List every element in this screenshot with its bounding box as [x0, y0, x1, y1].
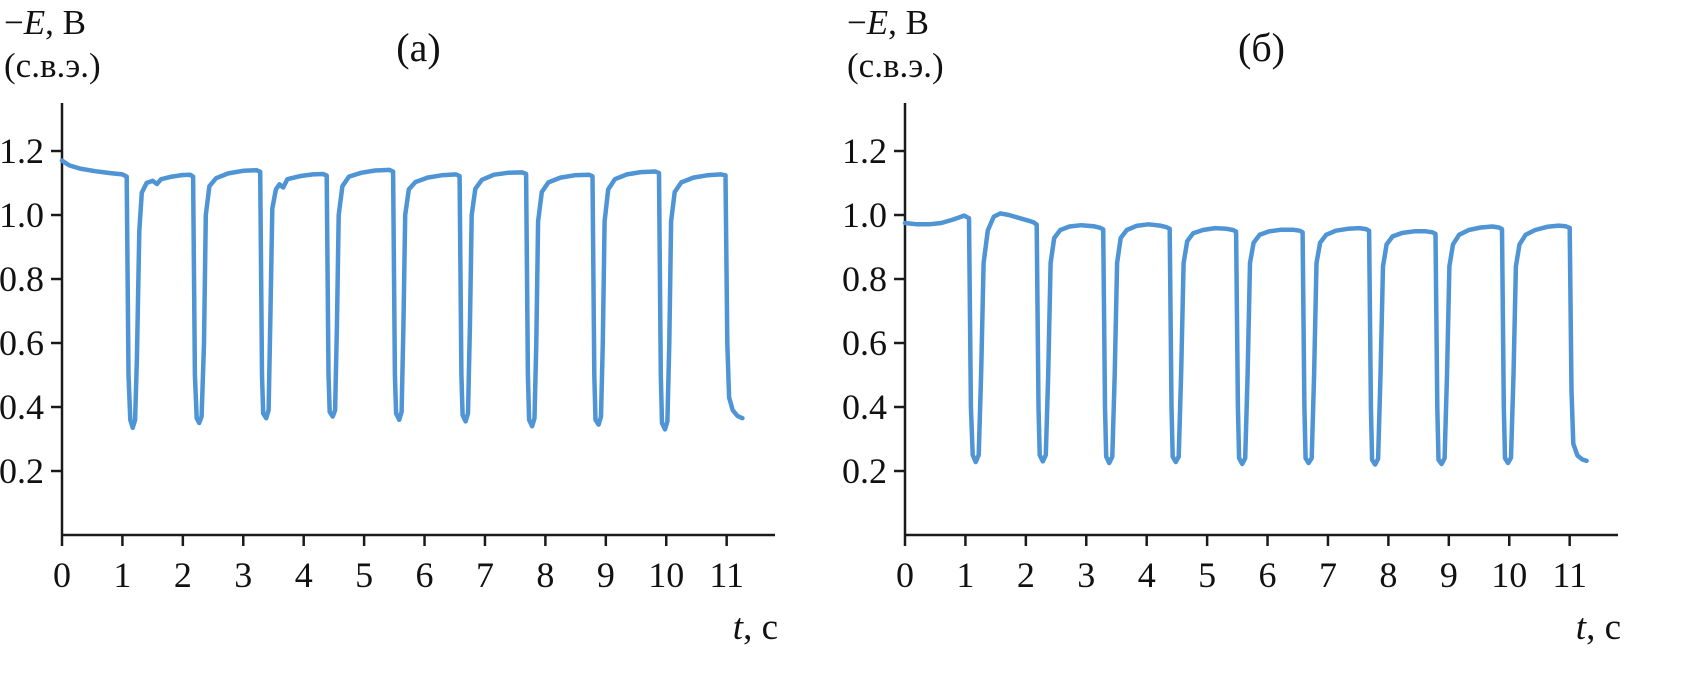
x-tick-label: 6 — [1259, 555, 1277, 595]
y-label-minus: − — [4, 3, 24, 42]
x-tick-label: 9 — [1440, 555, 1458, 595]
y-tick-label: 0.8 — [843, 259, 887, 299]
x-tick-label: 0 — [53, 555, 71, 595]
x-tick-label: 7 — [1319, 555, 1337, 595]
x-tick-label: 11 — [709, 555, 744, 595]
y-tick-label: 0.4 — [0, 387, 44, 427]
x-label-variable: t — [732, 607, 744, 648]
y-tick-label: 1.0 — [0, 195, 44, 235]
x-tick-label: 9 — [597, 555, 615, 595]
x-tick-label: 3 — [234, 555, 252, 595]
panel-title-a: (а) — [396, 25, 441, 70]
x-tick-label: 4 — [1138, 555, 1156, 595]
y-tick-label: 0.8 — [0, 259, 44, 299]
y-tick-label: 1.2 — [843, 131, 887, 171]
x-tick-label: 3 — [1077, 555, 1095, 595]
chart-panel-a: −E, В (с.в.э.) (а) 0 1 2 3 4 5 6 7 8 9 10 11 0.2 0.4 0… — [0, 0, 843, 696]
potential-trace — [59, 158, 745, 432]
y-tick-label: 1.0 — [843, 195, 887, 235]
x-axis-label-a: t, с — [0, 606, 778, 649]
plot-area-a: 0 1 2 3 4 5 6 7 8 9 10 11 0.2 0.4 0.6 0.8 1.0 1.2 — [0, 103, 775, 595]
y-label-unit: , В — [45, 3, 86, 42]
x-tick-label: 1 — [956, 555, 974, 595]
y-axis-label-a: −E, В (с.в.э.) — [4, 2, 101, 87]
y-label-variable: E — [866, 3, 889, 42]
y-axis-label-line1: −E, В — [847, 2, 944, 45]
y-tick-label: 0.2 — [843, 451, 887, 491]
y-axis-label-line2: (с.в.э.) — [847, 45, 944, 85]
x-tick-label: 6 — [416, 555, 434, 595]
panel-title-b: (б) — [1238, 25, 1285, 70]
x-tick-label: 2 — [1017, 555, 1035, 595]
y-tick-label: 0.2 — [0, 451, 44, 491]
y-axis-label-b: −E, В (с.в.э.) — [847, 2, 944, 87]
x-tick-label: 8 — [536, 555, 554, 595]
x-tick-label: 5 — [355, 555, 373, 595]
x-tick-label: 10 — [648, 555, 684, 595]
x-tick-label: 5 — [1198, 555, 1216, 595]
y-label-unit: , В — [888, 3, 929, 42]
x-axis-label-b: t, с — [843, 606, 1621, 649]
x-tick-label: 0 — [896, 555, 914, 595]
y-axis-label-line2: (с.в.э.) — [4, 45, 101, 85]
chart-panel-b: −E, В (с.в.э.) (б) 0 1 2 3 4 5 6 7 8 9 10 11 0.2 0.4 0… — [843, 0, 1686, 696]
y-tick-label: 0.6 — [0, 323, 44, 363]
y-tick-label: 0.6 — [843, 323, 887, 363]
x-label-variable: t — [1575, 607, 1587, 648]
x-tick-label: 2 — [174, 555, 192, 595]
x-label-unit: , с — [743, 607, 778, 648]
y-axis-label-line1: −E, В — [4, 2, 101, 45]
x-tick-label: 1 — [113, 555, 131, 595]
potential-trace — [902, 211, 1589, 467]
y-tick-label: 0.4 — [843, 387, 887, 427]
x-tick-label: 7 — [476, 555, 494, 595]
x-tick-label: 11 — [1552, 555, 1587, 595]
x-label-unit: , с — [1586, 607, 1621, 648]
x-tick-label: 4 — [295, 555, 313, 595]
y-label-variable: E — [23, 3, 46, 42]
plot-area-b: 0 1 2 3 4 5 6 7 8 9 10 11 0.2 0.4 0.6 0.8 1.0 1.2 — [843, 103, 1618, 595]
x-tick-label: 8 — [1379, 555, 1397, 595]
y-tick-label: 1.2 — [0, 131, 44, 171]
x-tick-label: 10 — [1491, 555, 1527, 595]
y-label-minus: − — [847, 3, 867, 42]
